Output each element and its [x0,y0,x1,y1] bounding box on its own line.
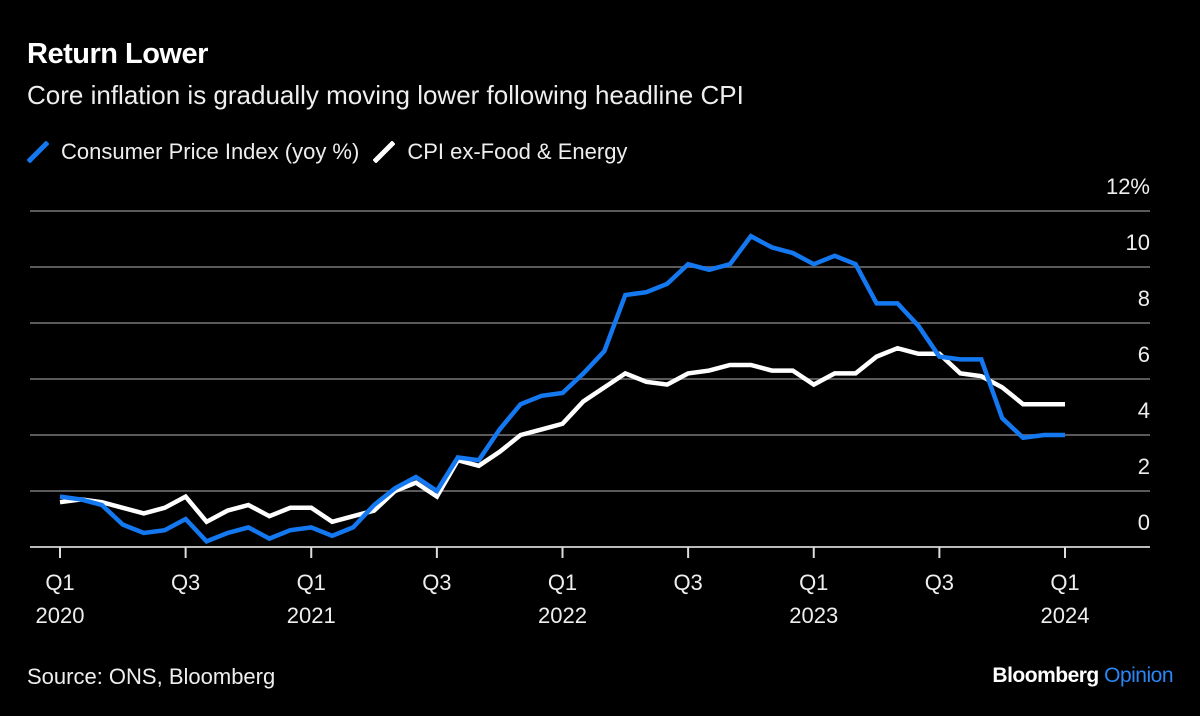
logo-brand: Bloomberg [992,664,1099,687]
legend-item-cpi: Consumer Price Index (yoy %) [27,139,359,165]
legend: Consumer Price Index (yoy %) CPI ex-Food… [27,139,641,165]
source-note: Source: ONS, Bloomberg [27,664,276,689]
x-tick-year-label: 2022 [538,603,587,628]
x-tick-label: Q3 [673,570,702,595]
y-tick-label: 4 [1138,398,1150,423]
x-tick-label: Q3 [422,570,451,595]
legend-label-core: CPI ex-Food & Energy [407,139,628,164]
x-tick-year-label: 2024 [1041,603,1090,628]
legend-item-core: CPI ex-Food & Energy [373,139,627,165]
chart-subtitle: Core inflation is gradually moving lower… [27,80,744,110]
x-tick-label: Q1 [548,570,577,595]
bloomberg-opinion-logo: Bloomberg Opinion [992,664,1173,688]
y-tick-label: 2 [1138,454,1150,479]
y-tick-label: 6 [1138,342,1150,367]
logo-product: Opinion [1104,664,1173,687]
x-tick-label: Q1 [297,570,326,595]
x-tick-label: Q1 [45,570,74,595]
x-tick-label: Q1 [1050,570,1079,595]
legend-swatch-cpi [27,141,49,163]
legend-swatch-core [373,141,396,163]
x-tick-year-label: 2021 [287,603,336,628]
x-tick-year-label: 2023 [789,603,838,628]
x-tick-label: Q3 [171,570,200,595]
x-tick-year-label: 2020 [36,603,85,628]
y-tick-label: 10 [1126,230,1150,255]
chart-title: Return Lower [27,38,208,70]
y-tick-label: 8 [1138,286,1150,311]
y-tick-label: 0 [1138,510,1150,535]
y-tick-label: 12% [1106,174,1150,199]
legend-label-cpi: Consumer Price Index (yoy %) [61,139,360,164]
cpi-series-line [59,233,1065,545]
x-tick-label: Q1 [799,570,828,595]
x-tick-label: Q3 [925,570,954,595]
